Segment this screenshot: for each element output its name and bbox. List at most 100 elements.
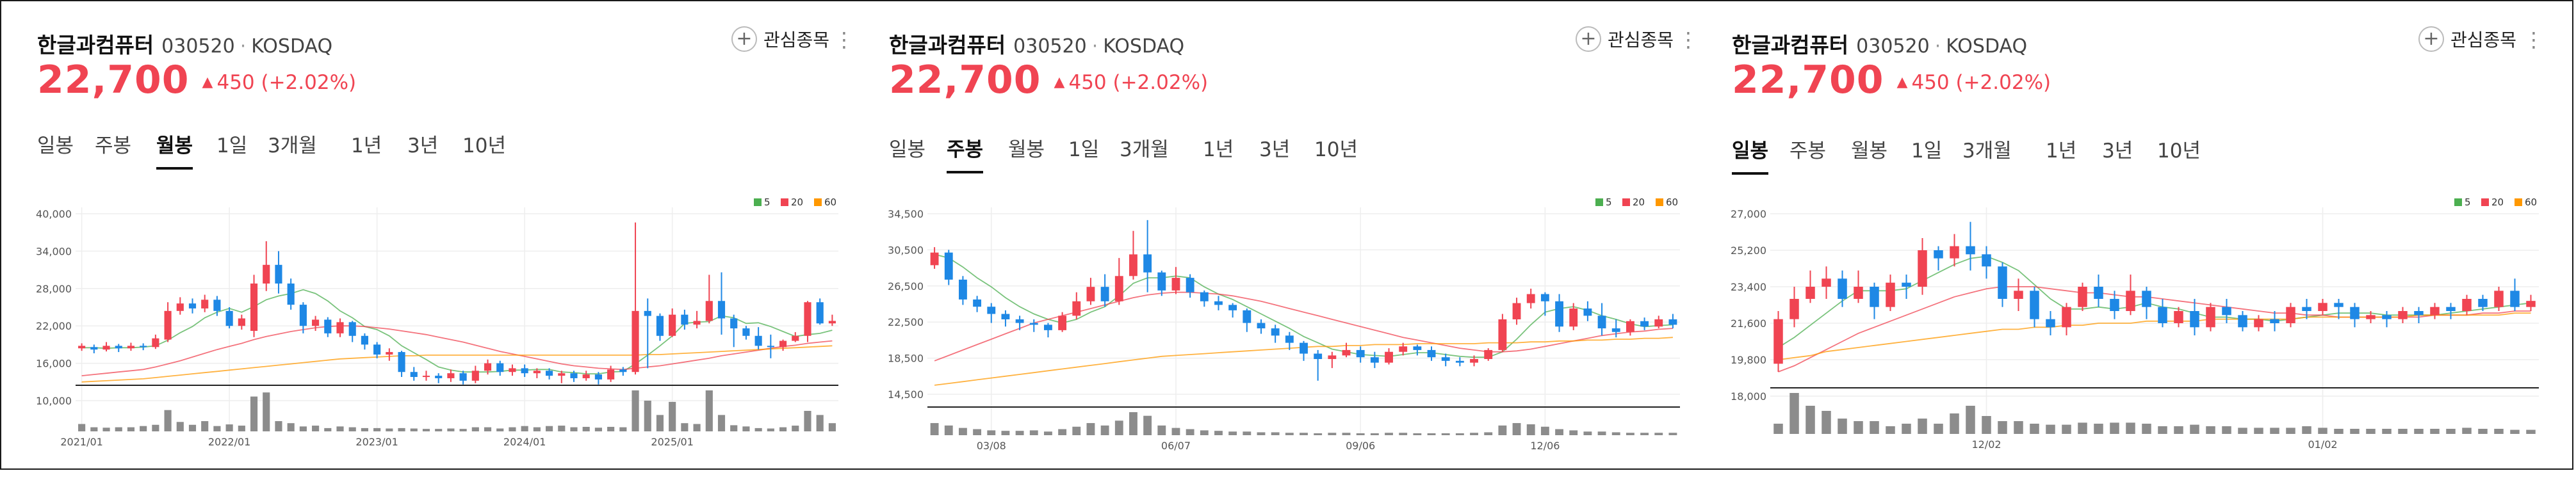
candle-body <box>558 373 566 376</box>
volume-bar <box>336 426 344 431</box>
candle <box>263 241 270 291</box>
candle <box>1271 324 1280 343</box>
candle <box>1998 262 2007 307</box>
tab-period-6[interactable]: 1년 <box>1203 138 1234 161</box>
tab-period-1[interactable]: 일봉 <box>37 134 74 157</box>
candle-body <box>1285 335 1294 343</box>
volume-bar <box>2014 421 2023 434</box>
candle <box>1966 221 1975 271</box>
candle <box>176 297 184 315</box>
tab-period-8[interactable]: 10년 <box>2157 140 2201 163</box>
y-tick-label: 30,500 <box>888 244 924 256</box>
volume-bar <box>2398 429 2408 434</box>
volume-bar <box>78 424 86 431</box>
candle <box>471 365 479 383</box>
tab-period-2[interactable]: 주봉 <box>947 133 984 173</box>
candle-body <box>2254 319 2263 328</box>
volume-bar <box>90 427 98 431</box>
tab-period-2[interactable]: 주봉 <box>95 134 132 157</box>
candle-body <box>287 284 295 305</box>
candle <box>2446 303 2456 319</box>
tab-period-8[interactable]: 10년 <box>462 134 506 157</box>
candle-body <box>2446 307 2456 311</box>
volume-bar <box>115 427 122 431</box>
tab-period-5[interactable]: 3개월 <box>268 134 317 157</box>
tab-period-4[interactable]: 1일 <box>216 134 248 157</box>
candle-body <box>373 344 381 355</box>
candle-body <box>386 352 393 355</box>
volume-bar <box>2046 424 2055 434</box>
legend-swatch-5 <box>2454 198 2462 206</box>
candle <box>2094 275 2103 307</box>
candle <box>1300 340 1308 361</box>
watchlist-label: 관심종목 <box>763 29 830 51</box>
candle-body <box>1441 357 1450 361</box>
candlestick-chart-1[interactable]: 5 20 60 40,000 34,000 28,000 22,000 16,000 10,00… <box>36 196 844 480</box>
stock-name: 한글과컴퓨터 <box>37 33 154 58</box>
add-watchlist-button[interactable]: + 관심종목 <box>1576 26 1674 52</box>
candle-body <box>958 279 967 300</box>
candle <box>1228 303 1237 318</box>
candle <box>1072 292 1081 319</box>
tab-period-7[interactable]: 3년 <box>407 134 439 157</box>
tab-period-6[interactable]: 1년 <box>2046 140 2077 163</box>
tab-period-8[interactable]: 10년 <box>1314 138 1358 161</box>
tab-period-3[interactable]: 월봉 <box>156 129 193 170</box>
tab-period-4[interactable]: 1일 <box>1911 140 1943 163</box>
candle <box>1484 348 1493 361</box>
volume-bar <box>1470 433 1478 435</box>
candle-body <box>1540 294 1549 301</box>
add-watchlist-button[interactable]: + 관심종목 <box>2418 26 2516 52</box>
volume-bar <box>669 401 676 431</box>
candle-body <box>930 252 939 266</box>
candle-body <box>496 363 504 372</box>
candlestick-chart-3[interactable]: 5 20 60 27,000 25,200 23,400 21,600 19,800 18,00… <box>1731 196 2544 480</box>
tab-period-5[interactable]: 3개월 <box>1120 138 1169 161</box>
more-menu-icon[interactable]: ⋮ <box>2523 28 2544 52</box>
candle <box>1100 274 1109 307</box>
volume-bar <box>717 415 726 431</box>
candle <box>546 368 553 380</box>
volume-bar <box>1484 432 1493 435</box>
candle-body <box>1886 282 1895 307</box>
tab-period-1[interactable]: 일봉 <box>1732 134 1769 175</box>
candle <box>742 326 750 340</box>
tab-period-6[interactable]: 1년 <box>351 134 382 157</box>
tab-period-4[interactable]: 1일 <box>1068 138 1100 161</box>
tab-period-1[interactable]: 일봉 <box>889 138 926 161</box>
candle <box>730 314 738 348</box>
candle <box>225 307 233 329</box>
candle <box>607 365 615 382</box>
volume-bar <box>730 425 738 431</box>
candle-body <box>1086 287 1095 301</box>
y-tick-label: 40,000 <box>36 208 72 220</box>
candle <box>1171 267 1180 294</box>
candle <box>127 342 135 351</box>
volume-bar <box>2126 422 2135 434</box>
candle <box>2462 294 2472 316</box>
volume-bar <box>1654 433 1663 435</box>
candle-body <box>225 310 233 326</box>
more-menu-icon[interactable]: ⋮ <box>834 28 854 52</box>
stock-code: 030520 <box>1013 35 1087 58</box>
tab-period-3[interactable]: 월봉 <box>1851 140 1888 163</box>
candle-body <box>263 264 270 284</box>
candle <box>1029 319 1038 332</box>
candle-body <box>1555 301 1563 327</box>
volume-bar <box>201 421 209 431</box>
candle <box>410 367 418 381</box>
more-menu-icon[interactable]: ⋮ <box>1678 28 1699 52</box>
tab-period-7[interactable]: 3년 <box>1259 138 1291 161</box>
tab-period-2[interactable]: 주봉 <box>1789 140 1827 163</box>
tab-period-3[interactable]: 월봉 <box>1008 138 1045 161</box>
tab-period-7[interactable]: 3년 <box>2102 140 2133 163</box>
candlestick-chart-2[interactable]: 5 20 60 34,500 30,500 26,500 22,500 18,500 14,50… <box>888 196 1685 480</box>
candle-body <box>1806 287 1815 299</box>
volume-bar <box>2270 428 2279 434</box>
candle <box>2494 287 2504 311</box>
candle-body <box>2190 311 2199 328</box>
volume-bar <box>958 428 967 435</box>
tab-period-5[interactable]: 3개월 <box>1962 140 2012 163</box>
candle-body <box>435 376 443 378</box>
add-watchlist-button[interactable]: + 관심종목 <box>731 26 829 52</box>
